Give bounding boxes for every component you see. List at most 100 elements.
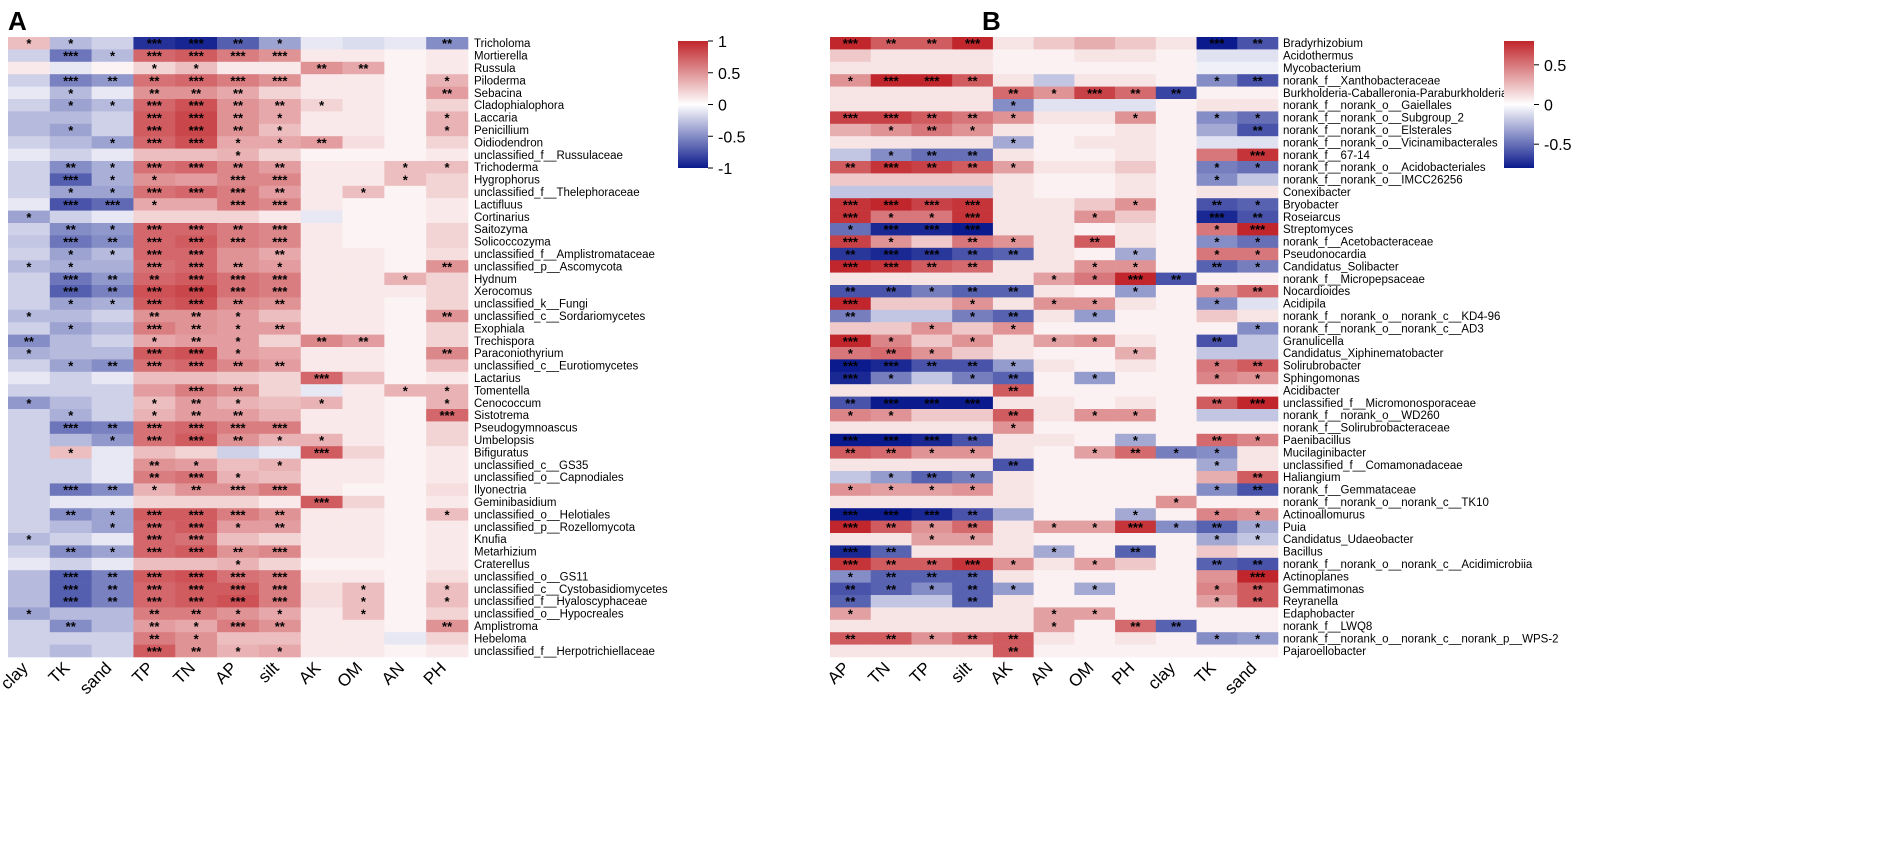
heatmap-cell — [1155, 185, 1197, 199]
heatmap-cell — [133, 49, 176, 63]
heatmap-cell — [1196, 384, 1238, 397]
heatmap-cell — [426, 508, 469, 521]
significance-mark: *** — [189, 73, 205, 88]
heatmap-cell — [1155, 458, 1197, 472]
heatmap-cell — [91, 619, 134, 633]
heatmap-cell — [1074, 334, 1116, 348]
heatmap-cell — [175, 409, 218, 422]
heatmap-cell — [870, 607, 912, 621]
significance-mark: * — [848, 73, 854, 88]
heatmap-cell — [175, 334, 218, 348]
heatmap-cell — [258, 86, 302, 100]
heatmap-cell — [1155, 644, 1197, 658]
significance-mark: *** — [314, 445, 330, 460]
row-label: norank_f__Gemmataceae — [1283, 485, 1416, 497]
heatmap-cell — [217, 123, 260, 137]
heatmap-cell — [8, 210, 51, 224]
significance-mark: * — [68, 359, 74, 374]
significance-mark: * — [1092, 259, 1098, 274]
heatmap-cell — [1155, 86, 1197, 100]
heatmap-cell — [258, 185, 302, 199]
heatmap-cell — [133, 86, 176, 100]
heatmap-cell — [175, 173, 218, 187]
heatmap-cell — [342, 557, 385, 571]
heatmap-cell — [8, 61, 51, 75]
significance-mark: ** — [927, 359, 938, 374]
heatmap-cell — [342, 471, 385, 484]
row-label: norank_f__norank_o__Gaiellales — [1283, 100, 1452, 112]
heatmap-cell — [8, 235, 51, 249]
heatmap-cell — [1196, 247, 1238, 261]
heatmap-cell — [1155, 297, 1197, 311]
heatmap-cell — [300, 260, 343, 273]
heatmap-cell — [91, 247, 134, 261]
significance-mark: * — [1092, 210, 1098, 225]
heatmap-cell — [911, 49, 953, 63]
heatmap-cell — [1237, 570, 1279, 583]
heatmap-cell — [1115, 483, 1157, 497]
heatmap-cell — [217, 632, 260, 645]
heatmap-cell — [426, 185, 469, 199]
column-label: AP — [824, 658, 853, 687]
significance-mark: * — [110, 545, 116, 560]
colorbar-tick-label: -0.5 — [718, 129, 746, 146]
colorbar-a: 10.50-0.5-1 — [678, 34, 746, 178]
heatmap-cell — [300, 458, 343, 472]
significance-mark: * — [1214, 458, 1220, 473]
heatmap-cell — [992, 173, 1034, 187]
heatmap-cell — [258, 595, 302, 608]
heatmap-cell — [1196, 173, 1238, 187]
heatmap-cell — [384, 198, 427, 211]
heatmap-cell — [175, 495, 218, 509]
heatmap-cell — [870, 471, 912, 484]
significance-mark: * — [889, 470, 895, 485]
heatmap-cell — [1196, 210, 1238, 224]
heatmap-cell — [1115, 334, 1157, 348]
heatmap-cell — [175, 210, 218, 224]
significance-mark: ** — [233, 359, 244, 374]
heatmap-cell — [1196, 74, 1238, 87]
heatmap-cell — [384, 409, 427, 422]
heatmap-cell — [426, 644, 469, 658]
heatmap-cell — [133, 260, 176, 273]
heatmap-cell — [133, 471, 176, 484]
heatmap-cell — [426, 223, 469, 236]
significance-mark: * — [1255, 371, 1261, 386]
significance-mark: * — [1174, 445, 1180, 460]
heatmap-cell — [300, 334, 343, 348]
heatmap-cell — [1196, 123, 1238, 137]
heatmap-cell — [175, 148, 218, 162]
heatmap-cell — [1115, 421, 1157, 435]
significance-mark: *** — [1250, 222, 1266, 237]
heatmap-cell — [911, 545, 953, 559]
heatmap-cell — [1237, 644, 1279, 658]
heatmap-cell — [1155, 446, 1197, 459]
row-label: unclassified_f__Hyaloscyphaceae — [474, 596, 647, 608]
heatmap-cell — [992, 508, 1034, 521]
row-label: norank_f__norank_o__Acidobacteriales — [1283, 162, 1486, 174]
heatmap-cell — [1196, 607, 1238, 621]
heatmap-cell — [258, 148, 302, 162]
heatmap-cell — [1237, 86, 1279, 100]
heatmap-cell — [992, 396, 1034, 410]
heatmap-cell — [952, 533, 994, 546]
heatmap-cell — [8, 297, 51, 311]
heatmap-cell — [300, 111, 343, 125]
heatmap-cell — [1155, 371, 1197, 385]
significance-mark: * — [235, 644, 241, 659]
significance-mark: *** — [147, 284, 163, 299]
row-label: Russula — [474, 63, 516, 75]
heatmap-cell — [384, 632, 427, 645]
heatmap-cell — [1115, 74, 1157, 87]
significance-mark: *** — [843, 111, 859, 126]
significance-mark: * — [1051, 545, 1057, 560]
significance-mark: * — [970, 334, 976, 349]
heatmap-cell — [911, 247, 953, 261]
significance-mark: * — [110, 222, 116, 237]
column-label: PH — [1108, 658, 1138, 688]
heatmap-cell — [258, 644, 302, 658]
heatmap-cell — [258, 309, 302, 323]
heatmap-cell — [258, 446, 302, 459]
heatmap-cell — [1074, 247, 1116, 261]
heatmap-cell — [426, 446, 469, 459]
